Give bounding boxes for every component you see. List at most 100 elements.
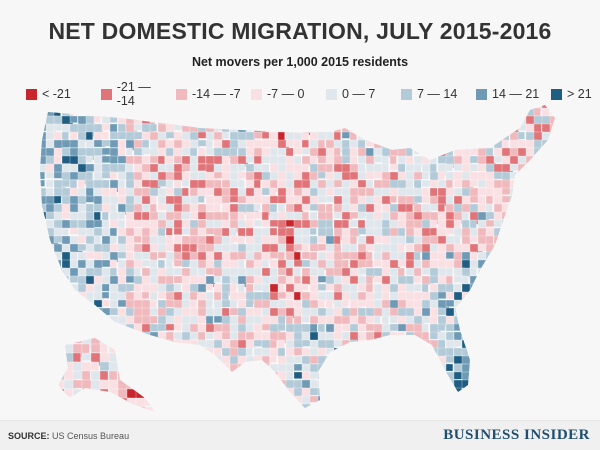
county-cell (333, 105, 347, 109)
county-cell (541, 235, 554, 247)
county-cell (135, 338, 144, 347)
county-cell (541, 347, 551, 357)
county-cell (485, 123, 498, 132)
county-cell (165, 107, 174, 118)
map-subtitle: Net movers per 1,000 2015 residents (191, 55, 409, 69)
county-cell (77, 107, 86, 115)
county-cell (253, 105, 262, 112)
county-cell (501, 227, 510, 238)
county-cell (63, 338, 74, 345)
county-cell (437, 203, 445, 212)
county-cell (72, 406, 84, 412)
county-cell (381, 379, 391, 391)
county-cell (333, 355, 342, 368)
county-cell (517, 227, 527, 240)
county-cell (221, 403, 229, 408)
county-cell (517, 267, 526, 279)
county-cell (133, 179, 142, 188)
county-cell (549, 339, 555, 348)
county-cell (549, 291, 555, 305)
county-cell (197, 115, 210, 128)
county-cell (549, 315, 555, 326)
county-cell (461, 387, 475, 396)
county-cell (373, 107, 386, 116)
county-cell (533, 267, 545, 278)
county-cell (365, 355, 376, 367)
county-cell (549, 403, 555, 408)
county-cell (445, 363, 454, 372)
county-cell (205, 355, 218, 364)
county-cell (165, 387, 177, 395)
county-cell (189, 123, 199, 134)
county-cell (293, 107, 306, 118)
county-cell (333, 387, 347, 401)
county-cell (397, 387, 407, 397)
county-cell (541, 323, 553, 331)
county-cell (533, 203, 544, 214)
county-cell (285, 299, 295, 310)
county-cell (421, 195, 430, 204)
county-cell (133, 107, 147, 118)
county-cell (493, 131, 501, 143)
county-cell (245, 363, 255, 372)
county-cell (469, 339, 482, 350)
county-cell (373, 371, 383, 380)
county-cell (541, 259, 551, 269)
county-cell (549, 195, 555, 204)
county-cell (309, 387, 323, 396)
county-cell (525, 163, 537, 176)
county-cell (533, 347, 547, 356)
county-cell (109, 171, 118, 181)
county-cell (181, 355, 191, 366)
county-cell (405, 395, 414, 407)
county-cell (541, 267, 555, 276)
county-cell (261, 115, 274, 124)
county-cell (269, 123, 280, 131)
county-cell (101, 395, 113, 407)
county-cell (549, 379, 555, 391)
county-cell (61, 307, 74, 319)
county-cell (197, 355, 211, 368)
county-cell (45, 315, 56, 324)
county-cell (277, 123, 290, 134)
county-cell (485, 363, 499, 374)
county-cell (141, 363, 153, 376)
county-cell (40, 355, 46, 366)
county-cell (125, 105, 134, 109)
county-cell (285, 315, 293, 325)
county-cell (453, 355, 463, 364)
county-cell (525, 307, 533, 321)
county-cell (541, 275, 554, 288)
county-cell (469, 179, 478, 187)
county-cell (205, 283, 214, 291)
county-cell (558, 268, 565, 279)
county-cell (493, 275, 502, 289)
county-cell (413, 379, 421, 391)
county-cell (437, 131, 451, 145)
county-cell (229, 339, 239, 350)
county-cell (381, 339, 393, 348)
county-cell (229, 403, 241, 408)
county-cell (181, 211, 191, 220)
county-cell (469, 395, 483, 407)
county-cell (365, 371, 377, 383)
county-cell (141, 107, 150, 119)
county-cell (237, 195, 248, 204)
county-cell (261, 123, 273, 132)
county-cell (429, 259, 440, 270)
county-cell (125, 147, 133, 156)
county-cell (533, 147, 546, 161)
county-cell (63, 397, 78, 407)
county-cell (549, 131, 555, 142)
county-cell (317, 147, 328, 158)
county-cell (341, 371, 353, 382)
county-cell (453, 307, 467, 318)
county-cell (517, 331, 527, 342)
county-cell (53, 323, 61, 332)
county-cell (445, 131, 455, 142)
county-cell (429, 139, 439, 152)
county-cell (325, 195, 336, 203)
county-cell (221, 107, 233, 120)
county-cell (237, 235, 245, 246)
county-cell (501, 195, 512, 203)
